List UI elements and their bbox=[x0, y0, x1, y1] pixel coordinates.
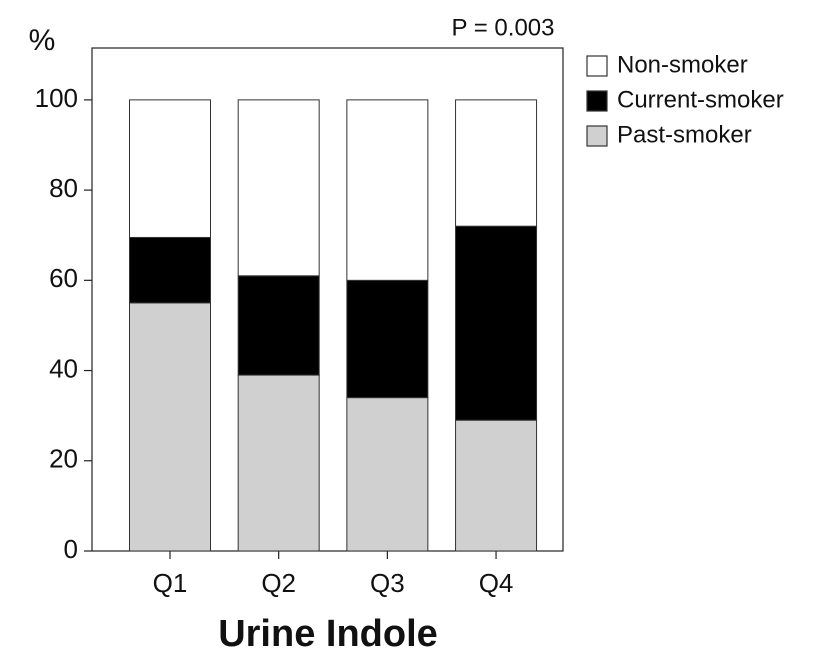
plot-frame bbox=[91, 47, 564, 552]
bar-segment bbox=[346, 279, 429, 399]
y-axis-label: % bbox=[29, 24, 56, 57]
bar-segment bbox=[237, 99, 320, 277]
x-tick-label: Q2 bbox=[261, 568, 296, 598]
legend-label: Non-smoker bbox=[617, 51, 748, 78]
bar-segment bbox=[455, 225, 538, 421]
y-tick-label: 0 bbox=[64, 534, 78, 564]
legend-swatch bbox=[586, 90, 608, 112]
bar-segment bbox=[129, 236, 211, 304]
bar-segment bbox=[129, 99, 211, 238]
legend-label: Current-smoker bbox=[617, 86, 784, 113]
y-tick-label: 80 bbox=[49, 173, 78, 203]
y-tick-label: 40 bbox=[49, 353, 78, 383]
bar-segment bbox=[237, 275, 320, 376]
x-tick-label: Q1 bbox=[153, 568, 188, 598]
bar-segment bbox=[237, 374, 320, 552]
y-tick-label: 100 bbox=[35, 83, 78, 113]
bar-segment bbox=[455, 99, 538, 227]
y-tick-label: 60 bbox=[49, 263, 78, 293]
bar-segment bbox=[455, 419, 538, 552]
x-tick-label: Q4 bbox=[479, 568, 514, 598]
legend-swatch bbox=[586, 55, 608, 77]
y-tick-label: 20 bbox=[49, 444, 78, 474]
annotation: P = 0.003 bbox=[452, 14, 555, 41]
legend-label: Past-smoker bbox=[617, 121, 752, 148]
bar-segment bbox=[129, 302, 211, 552]
bar-segment bbox=[346, 397, 429, 552]
x-tick-label: Q3 bbox=[370, 568, 405, 598]
legend-swatch bbox=[586, 125, 608, 147]
x-axis-label: Urine Indole bbox=[218, 613, 438, 654]
bar-segment bbox=[346, 99, 429, 281]
